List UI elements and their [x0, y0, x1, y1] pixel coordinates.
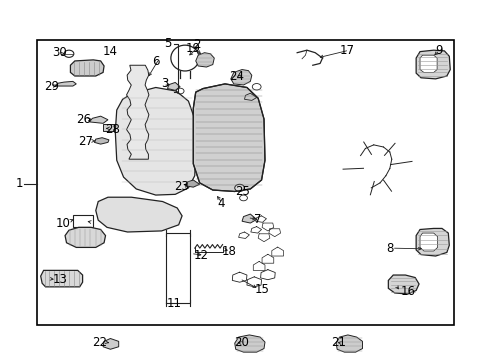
Polygon shape — [41, 270, 82, 287]
Text: 21: 21 — [330, 336, 346, 348]
Text: 25: 25 — [234, 185, 249, 198]
Text: 20: 20 — [233, 336, 248, 348]
Polygon shape — [115, 87, 195, 195]
Polygon shape — [230, 69, 251, 85]
Text: 5: 5 — [163, 36, 171, 50]
Text: 22: 22 — [92, 336, 107, 348]
Polygon shape — [195, 53, 214, 67]
Polygon shape — [103, 338, 119, 349]
Text: 4: 4 — [217, 197, 224, 210]
Text: 12: 12 — [193, 249, 208, 262]
Polygon shape — [96, 197, 182, 232]
Polygon shape — [193, 84, 264, 192]
Text: 24: 24 — [228, 70, 244, 83]
Text: 27: 27 — [78, 135, 93, 148]
Text: 15: 15 — [254, 283, 268, 296]
Text: 17: 17 — [339, 44, 354, 57]
Text: 2: 2 — [193, 38, 201, 51]
Polygon shape — [94, 138, 109, 144]
Text: 30: 30 — [52, 46, 66, 59]
Polygon shape — [55, 81, 76, 86]
Bar — [103, 124, 114, 131]
Text: 1: 1 — [15, 177, 23, 190]
Text: 10: 10 — [55, 216, 70, 230]
Polygon shape — [244, 93, 256, 100]
Polygon shape — [126, 65, 149, 159]
Polygon shape — [387, 275, 418, 294]
Bar — [37, 40, 453, 325]
Text: 7: 7 — [254, 213, 261, 226]
Circle shape — [234, 184, 244, 192]
Text: 6: 6 — [152, 55, 159, 68]
Text: 11: 11 — [166, 297, 181, 310]
Polygon shape — [65, 227, 105, 247]
Bar — [73, 215, 93, 226]
Polygon shape — [89, 116, 108, 123]
Polygon shape — [242, 214, 256, 223]
Polygon shape — [419, 233, 437, 251]
Polygon shape — [184, 180, 199, 187]
Polygon shape — [234, 335, 264, 352]
Polygon shape — [167, 82, 180, 90]
Polygon shape — [415, 228, 448, 256]
Text: 16: 16 — [400, 285, 415, 298]
Text: 29: 29 — [44, 80, 60, 93]
Text: 28: 28 — [105, 122, 120, 136]
Text: 14: 14 — [103, 45, 118, 58]
Text: 26: 26 — [76, 113, 91, 126]
Polygon shape — [419, 55, 436, 72]
Polygon shape — [335, 335, 362, 352]
Text: 9: 9 — [435, 44, 442, 57]
Polygon shape — [415, 50, 449, 79]
Polygon shape — [70, 60, 104, 76]
Text: 18: 18 — [221, 244, 236, 257]
Text: 19: 19 — [185, 41, 201, 54]
Text: 8: 8 — [385, 242, 392, 255]
Text: 13: 13 — [53, 273, 68, 286]
Text: 3: 3 — [161, 77, 169, 90]
Text: 23: 23 — [173, 180, 188, 193]
